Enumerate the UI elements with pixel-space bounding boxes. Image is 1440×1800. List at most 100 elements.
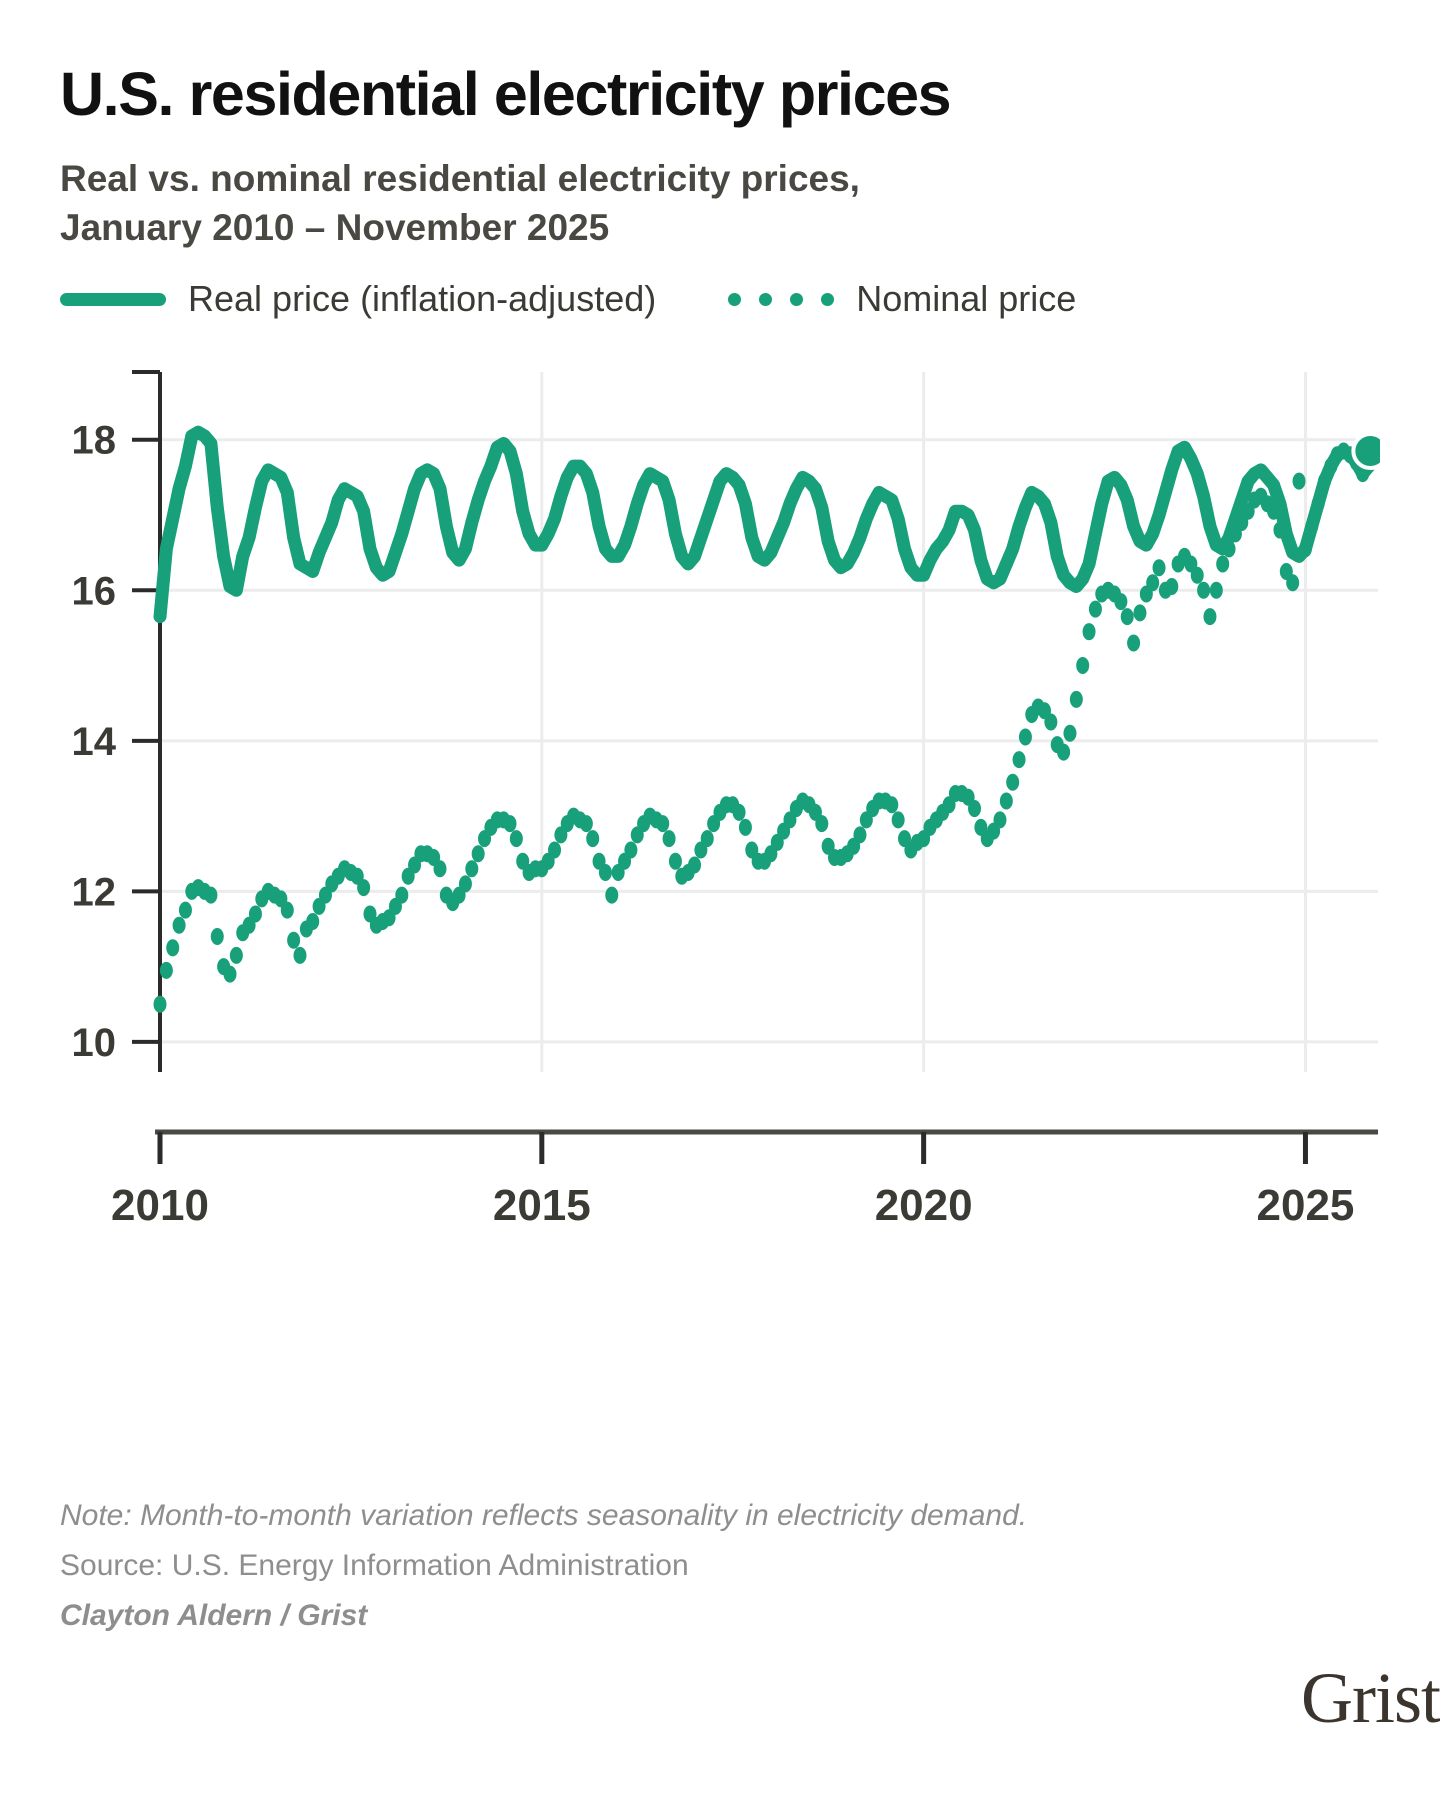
- data-point: [700, 830, 714, 848]
- data-point: [1222, 540, 1236, 558]
- data-point: [688, 856, 702, 874]
- series-line-real-price: [153, 426, 1380, 624]
- footnote-byline: Clayton Aldern / Grist: [60, 1599, 368, 1633]
- data-point: [1197, 582, 1211, 600]
- data-point: [1286, 574, 1300, 592]
- data-point: [1165, 578, 1179, 596]
- data-point: [458, 875, 472, 893]
- data-point: [891, 811, 905, 829]
- data-point: [433, 860, 447, 878]
- data-point: [293, 947, 307, 965]
- data-point: [993, 811, 1007, 829]
- data-point: [166, 939, 180, 957]
- data-point: [668, 853, 682, 871]
- data-point: [229, 947, 243, 965]
- data-point: [1292, 473, 1306, 491]
- data-point: [815, 815, 829, 833]
- data-point: [1203, 608, 1217, 626]
- data-point: [656, 815, 670, 833]
- data-point: [357, 879, 371, 897]
- data-point: [159, 962, 173, 980]
- data-point: [1069, 691, 1083, 709]
- data-point: [280, 902, 294, 920]
- y-axis-tick-label: 14: [72, 720, 117, 764]
- footnote-source: Source: U.S. Energy Information Administ…: [60, 1548, 689, 1582]
- data-point: [172, 917, 186, 935]
- x-axis-tick-label: 2015: [493, 1181, 591, 1230]
- data-point: [738, 819, 752, 837]
- data-point: [1152, 559, 1166, 577]
- line-chart: 10 12 14 16 18 2010 2015 2020 2025: [72, 370, 1380, 1230]
- x-axis-tick-label: 2020: [875, 1181, 973, 1230]
- data-point: [1076, 657, 1090, 675]
- data-point: [153, 996, 167, 1014]
- data-point: [395, 887, 409, 905]
- data-point: [1114, 593, 1128, 611]
- x-axis-tick-label: 2010: [111, 1181, 209, 1230]
- legend-label-real-price: Real price (inflation-adjusted): [188, 278, 657, 320]
- data-point: [1190, 567, 1204, 585]
- data-point: [204, 887, 218, 905]
- data-point: [1305, 518, 1319, 536]
- y-axis-tick-label: 16: [72, 570, 117, 614]
- data-point: [306, 913, 320, 931]
- page-subtitle: Real vs. nominal residential electricity…: [60, 158, 860, 249]
- legend-label-nominal-price: Nominal price: [856, 278, 1077, 320]
- data-point: [1063, 725, 1077, 743]
- data-point: [853, 826, 867, 844]
- page-title: U.S. residential electricity prices: [60, 60, 952, 128]
- y-axis-tick-label: 18: [72, 419, 117, 463]
- data-point: [1006, 774, 1020, 792]
- data-point: [662, 830, 676, 848]
- data-point: [1209, 582, 1223, 600]
- data-point: [1133, 604, 1147, 622]
- data-point: [210, 928, 224, 946]
- data-point: [885, 796, 899, 814]
- chart-legend: Real price (inflation-adjusted) Nominal …: [60, 252, 1380, 320]
- solid-line-swatch-icon: [60, 292, 166, 306]
- data-point: [999, 792, 1013, 810]
- footnote-note: Note: Month-to-month variation reflects …: [60, 1499, 1028, 1532]
- data-point: [586, 830, 600, 848]
- chart-plot-area: 10 12 14 16 18 2010 2015 2020 2025: [60, 354, 1380, 1234]
- data-point: [509, 830, 523, 848]
- data-point: [598, 864, 612, 882]
- series-dots-nominal-price: [153, 442, 1376, 1014]
- data-point: [1018, 729, 1032, 747]
- data-point: [732, 804, 746, 822]
- data-point: [503, 815, 517, 833]
- data-point: [548, 841, 562, 859]
- data-point: [1057, 744, 1071, 762]
- y-axis-tick-label: 12: [72, 871, 117, 915]
- grist-logo: Grist: [1301, 1658, 1440, 1738]
- data-point: [471, 845, 485, 863]
- data-point: [1216, 555, 1230, 573]
- data-point: [1318, 473, 1331, 491]
- legend-item-nominal-price[interactable]: Nominal price: [728, 278, 1076, 320]
- data-point: [1088, 601, 1102, 619]
- data-point: [248, 905, 262, 923]
- x-axis-tick-label: 2025: [1257, 1181, 1355, 1230]
- data-point: [1082, 623, 1096, 641]
- data-point: [1267, 503, 1281, 521]
- data-point: [178, 902, 192, 920]
- data-point: [1044, 713, 1058, 731]
- data-point: [579, 815, 593, 833]
- legend-item-real-price[interactable]: Real price (inflation-adjusted): [60, 278, 656, 320]
- data-point: [465, 860, 479, 878]
- data-point: [968, 800, 982, 818]
- data-point: [287, 932, 301, 950]
- chart-footer: Note: Month-to-month variation reflects …: [60, 1496, 1380, 1633]
- data-point: [624, 841, 638, 859]
- data-point: [1311, 495, 1325, 513]
- dotted-line-swatch-icon: [728, 292, 835, 306]
- data-point: [223, 966, 237, 984]
- data-point: [605, 887, 619, 905]
- data-point: [1127, 634, 1141, 652]
- data-point: [1146, 574, 1160, 592]
- y-axis-tick-label: 10: [72, 1021, 117, 1065]
- data-point: [1120, 608, 1134, 626]
- data-point: [1298, 540, 1312, 558]
- end-point-marker: [1351, 432, 1380, 471]
